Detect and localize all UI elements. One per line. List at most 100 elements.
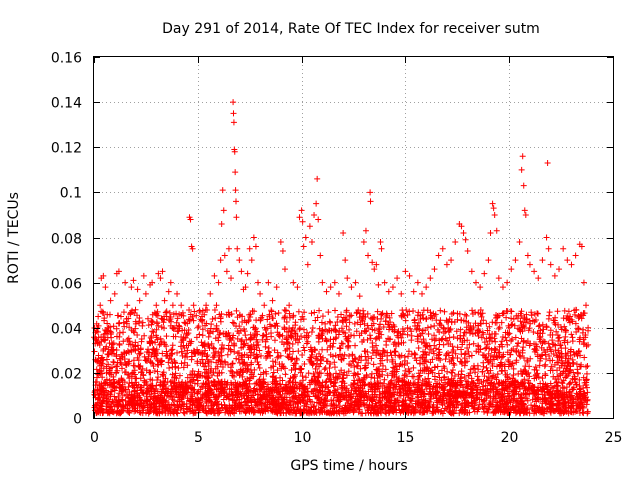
data-point <box>542 351 549 358</box>
data-point <box>240 326 247 333</box>
data-point <box>415 309 422 316</box>
data-point <box>441 308 448 315</box>
data-point <box>319 354 326 361</box>
data-point <box>420 307 427 314</box>
data-point <box>312 317 319 324</box>
data-point <box>285 329 292 336</box>
data-point <box>301 309 308 316</box>
data-point <box>362 328 369 335</box>
data-point <box>433 317 440 324</box>
data-point <box>234 245 241 252</box>
data-point <box>155 374 162 381</box>
data-point <box>556 349 563 356</box>
data-point <box>545 315 552 322</box>
data-point <box>431 322 438 329</box>
data-point <box>542 370 549 377</box>
data-point <box>491 211 498 218</box>
data-point <box>343 323 350 330</box>
data-point <box>435 370 442 377</box>
data-point <box>209 372 216 379</box>
data-point <box>199 351 206 358</box>
data-point <box>543 324 550 331</box>
data-point <box>457 335 464 342</box>
data-point <box>128 284 135 291</box>
data-point <box>382 366 389 373</box>
data-point <box>227 364 234 371</box>
data-point <box>124 348 131 355</box>
data-point <box>316 363 323 370</box>
data-point <box>479 368 486 375</box>
data-point <box>436 321 443 328</box>
data-point <box>427 323 434 330</box>
data-point <box>442 356 449 363</box>
data-point <box>281 266 288 273</box>
data-point <box>236 312 243 319</box>
data-point <box>327 379 334 386</box>
data-point <box>240 367 247 374</box>
data-point <box>483 377 490 384</box>
data-point <box>489 200 496 207</box>
data-marks <box>91 99 592 417</box>
data-point <box>539 257 546 264</box>
data-point <box>177 343 184 350</box>
data-point <box>392 342 399 349</box>
data-point <box>283 334 290 341</box>
data-point <box>420 336 427 343</box>
data-point <box>119 354 126 361</box>
data-point <box>192 350 199 357</box>
data-point <box>183 350 190 357</box>
data-point <box>445 376 452 383</box>
data-point <box>375 281 382 288</box>
data-point <box>558 345 565 352</box>
data-point <box>377 360 384 367</box>
data-point <box>328 327 335 334</box>
data-point <box>477 311 484 318</box>
data-point <box>188 371 195 378</box>
data-point <box>437 356 444 363</box>
data-point <box>210 344 217 351</box>
data-point <box>378 357 385 364</box>
data-point <box>132 306 139 313</box>
data-point <box>213 302 220 309</box>
data-point <box>137 375 144 382</box>
data-point <box>272 310 279 317</box>
data-point <box>205 342 212 349</box>
data-point <box>292 366 299 373</box>
data-point <box>520 338 527 345</box>
data-point <box>284 339 291 346</box>
data-point <box>257 290 264 297</box>
data-point <box>432 335 439 342</box>
data-point <box>442 328 449 335</box>
data-point <box>398 290 405 297</box>
data-point <box>526 342 533 349</box>
data-point <box>187 316 194 323</box>
data-point <box>411 350 418 357</box>
data-point <box>141 353 148 360</box>
data-point <box>453 328 460 335</box>
data-point <box>504 374 511 381</box>
data-point <box>233 214 240 221</box>
data-point <box>199 332 206 339</box>
data-point <box>502 329 509 336</box>
data-point <box>423 358 430 365</box>
data-point <box>185 406 192 413</box>
data-point <box>324 370 331 377</box>
data-point <box>93 374 100 381</box>
data-point <box>483 344 490 351</box>
data-point <box>556 334 563 341</box>
data-point <box>219 187 226 194</box>
data-point <box>209 315 216 322</box>
data-point <box>387 349 394 356</box>
data-point <box>165 288 172 295</box>
data-point <box>255 279 262 286</box>
data-point <box>166 317 173 324</box>
data-point <box>402 268 409 275</box>
data-point <box>367 189 374 196</box>
data-point <box>281 306 288 313</box>
data-point <box>277 239 284 246</box>
data-point <box>469 331 476 338</box>
data-point <box>468 268 475 275</box>
data-point <box>165 359 172 366</box>
data-point <box>491 356 498 363</box>
data-point <box>253 344 260 351</box>
